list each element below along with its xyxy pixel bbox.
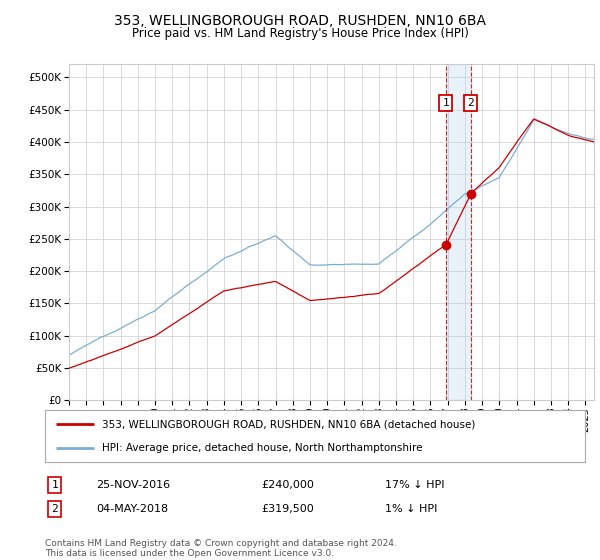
Text: 25-NOV-2016: 25-NOV-2016 [96,480,170,490]
Text: £319,500: £319,500 [261,504,314,514]
Text: 353, WELLINGBOROUGH ROAD, RUSHDEN, NN10 6BA: 353, WELLINGBOROUGH ROAD, RUSHDEN, NN10 … [114,14,486,28]
Bar [446,64,471,400]
Text: 1% ↓ HPI: 1% ↓ HPI [385,504,437,514]
Text: £240,000: £240,000 [261,480,314,490]
Text: Contains HM Land Registry data © Crown copyright and database right 2024.
This d: Contains HM Land Registry data © Crown c… [45,539,397,558]
Text: 353, WELLINGBOROUGH ROAD, RUSHDEN, NN10 6BA (detached house): 353, WELLINGBOROUGH ROAD, RUSHDEN, NN10 … [101,419,475,430]
Text: 17% ↓ HPI: 17% ↓ HPI [385,480,445,490]
Text: 1: 1 [52,480,58,490]
Text: HPI: Average price, detached house, North Northamptonshire: HPI: Average price, detached house, Nort… [101,443,422,453]
Text: 2: 2 [467,98,475,108]
Text: 04-MAY-2018: 04-MAY-2018 [96,504,169,514]
Text: Price paid vs. HM Land Registry's House Price Index (HPI): Price paid vs. HM Land Registry's House … [131,27,469,40]
Text: 1: 1 [443,98,449,108]
Text: 2: 2 [52,504,58,514]
